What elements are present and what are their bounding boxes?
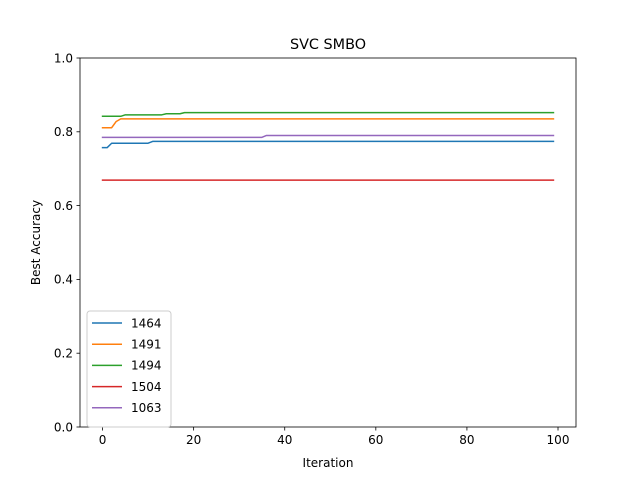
y-tick-label: 1.0 (54, 51, 73, 65)
legend-label-1464: 1464 (131, 316, 162, 330)
x-tick-label: 40 (277, 433, 292, 447)
y-tick-label: 0.4 (54, 273, 73, 287)
x-axis-ticks: 0 20 40 60 80 100 (99, 427, 570, 447)
series-line-1063 (101, 134, 555, 139)
legend: 1464 1491 1494 1504 1063 (86, 310, 172, 428)
legend-label-1504: 1504 (131, 380, 162, 394)
x-tick-label: 80 (459, 433, 474, 447)
series-line-1464 (101, 140, 555, 149)
x-axis-label: Iteration (303, 456, 354, 470)
y-tick-label: 0.6 (54, 199, 73, 213)
y-axis-label: Best Accuracy (29, 200, 43, 285)
x-tick-label: 60 (368, 433, 383, 447)
y-axis-ticks: 0.0 0.2 0.4 0.6 0.8 1.0 (54, 51, 80, 434)
chart-title: SVC SMBO (290, 37, 366, 53)
x-tick-label: 100 (547, 433, 570, 447)
series-line-1494 (101, 111, 555, 118)
series-line-1491 (101, 118, 555, 129)
y-tick-label: 0.2 (54, 347, 73, 361)
y-tick-label: 0.8 (54, 125, 73, 139)
axes-spines (79, 57, 577, 428)
series-layer (101, 111, 555, 181)
y-tick-label: 0.0 (54, 420, 73, 434)
legend-label-1494: 1494 (131, 359, 162, 373)
x-tick-label: 0 (99, 433, 107, 447)
x-tick-label: 20 (186, 433, 201, 447)
legend-box (86, 310, 172, 428)
legend-label-1491: 1491 (131, 338, 162, 352)
axis-frame (79, 57, 577, 428)
legend-label-1063: 1063 (131, 401, 162, 415)
